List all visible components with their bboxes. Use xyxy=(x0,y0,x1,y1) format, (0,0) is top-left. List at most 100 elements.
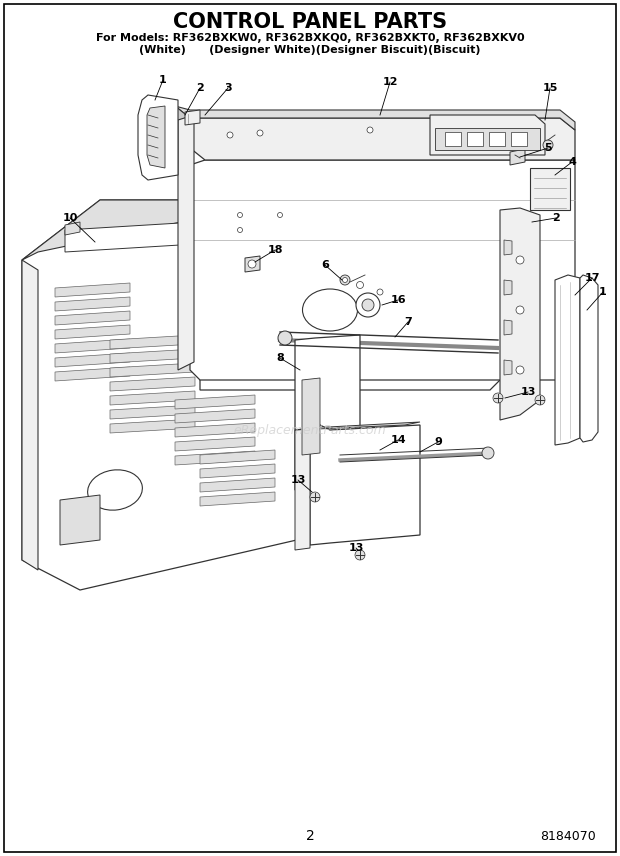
Polygon shape xyxy=(580,275,598,442)
Text: 2: 2 xyxy=(552,213,560,223)
Polygon shape xyxy=(147,106,165,168)
Circle shape xyxy=(248,260,256,268)
Polygon shape xyxy=(185,110,200,125)
Polygon shape xyxy=(270,215,285,226)
Ellipse shape xyxy=(303,289,358,331)
Circle shape xyxy=(257,130,263,136)
Polygon shape xyxy=(504,360,512,375)
Polygon shape xyxy=(55,283,130,297)
Text: 3: 3 xyxy=(224,83,232,93)
Polygon shape xyxy=(55,339,130,353)
Text: 5: 5 xyxy=(544,143,552,153)
Polygon shape xyxy=(190,160,575,380)
Text: 1: 1 xyxy=(159,75,167,85)
Polygon shape xyxy=(175,106,575,130)
Text: 2: 2 xyxy=(306,829,314,843)
Polygon shape xyxy=(530,168,570,210)
Circle shape xyxy=(340,275,350,285)
Polygon shape xyxy=(200,200,500,390)
Polygon shape xyxy=(245,256,260,272)
Circle shape xyxy=(355,550,365,560)
Text: eReplacementParts.com: eReplacementParts.com xyxy=(234,424,386,437)
Text: 13: 13 xyxy=(520,387,536,397)
Text: 12: 12 xyxy=(383,77,398,87)
Polygon shape xyxy=(22,200,340,590)
Polygon shape xyxy=(55,367,130,381)
Text: 17: 17 xyxy=(584,273,600,283)
Polygon shape xyxy=(65,222,80,235)
Polygon shape xyxy=(55,297,130,311)
Polygon shape xyxy=(110,391,195,405)
Polygon shape xyxy=(430,115,545,155)
Polygon shape xyxy=(55,311,130,325)
Polygon shape xyxy=(55,325,130,339)
Polygon shape xyxy=(310,420,420,545)
Polygon shape xyxy=(110,335,195,349)
Text: 10: 10 xyxy=(63,213,78,223)
Circle shape xyxy=(535,395,545,405)
Polygon shape xyxy=(138,95,178,180)
Polygon shape xyxy=(500,208,540,420)
Circle shape xyxy=(367,127,373,133)
Polygon shape xyxy=(175,423,255,437)
Polygon shape xyxy=(110,363,195,377)
Polygon shape xyxy=(175,409,255,423)
Polygon shape xyxy=(435,128,540,150)
Circle shape xyxy=(237,228,242,233)
Circle shape xyxy=(356,293,380,317)
Polygon shape xyxy=(175,106,190,148)
Text: 9: 9 xyxy=(434,437,442,447)
Polygon shape xyxy=(200,450,275,464)
Polygon shape xyxy=(178,115,194,370)
Polygon shape xyxy=(504,280,512,295)
Polygon shape xyxy=(555,275,580,445)
Circle shape xyxy=(342,277,347,282)
Polygon shape xyxy=(510,149,525,165)
Circle shape xyxy=(278,212,283,217)
Text: 14: 14 xyxy=(390,435,406,445)
Text: 8184070: 8184070 xyxy=(540,829,596,842)
Text: CONTROL PANEL PARTS: CONTROL PANEL PARTS xyxy=(173,12,447,32)
Polygon shape xyxy=(22,196,305,260)
Circle shape xyxy=(493,393,503,403)
Text: 13: 13 xyxy=(348,543,364,553)
Polygon shape xyxy=(175,451,255,465)
Text: 18: 18 xyxy=(267,245,283,255)
Polygon shape xyxy=(55,353,130,367)
Circle shape xyxy=(362,299,374,311)
Polygon shape xyxy=(110,377,195,391)
Circle shape xyxy=(543,140,553,150)
Polygon shape xyxy=(65,223,180,252)
Polygon shape xyxy=(511,132,527,146)
Text: 15: 15 xyxy=(542,83,557,93)
Polygon shape xyxy=(22,260,38,570)
Polygon shape xyxy=(200,464,275,478)
Polygon shape xyxy=(200,492,275,506)
Circle shape xyxy=(227,132,233,138)
Polygon shape xyxy=(175,395,255,409)
Text: 4: 4 xyxy=(568,157,576,167)
Text: 8: 8 xyxy=(276,353,284,363)
Polygon shape xyxy=(295,428,310,550)
Polygon shape xyxy=(110,405,195,419)
Circle shape xyxy=(482,447,494,459)
Polygon shape xyxy=(175,437,255,451)
Polygon shape xyxy=(60,495,100,545)
Polygon shape xyxy=(445,132,461,146)
Text: 2: 2 xyxy=(196,83,204,93)
Circle shape xyxy=(278,331,292,345)
Circle shape xyxy=(310,492,320,502)
Polygon shape xyxy=(302,378,320,455)
Text: 13: 13 xyxy=(290,475,306,485)
Circle shape xyxy=(356,282,363,288)
Polygon shape xyxy=(489,132,505,146)
Ellipse shape xyxy=(87,470,143,510)
Text: 16: 16 xyxy=(390,295,406,305)
Polygon shape xyxy=(200,478,275,492)
Polygon shape xyxy=(467,132,483,146)
Polygon shape xyxy=(110,349,195,363)
Circle shape xyxy=(377,289,383,295)
Text: 1: 1 xyxy=(599,287,607,297)
Polygon shape xyxy=(295,422,420,430)
Text: 7: 7 xyxy=(404,317,412,327)
